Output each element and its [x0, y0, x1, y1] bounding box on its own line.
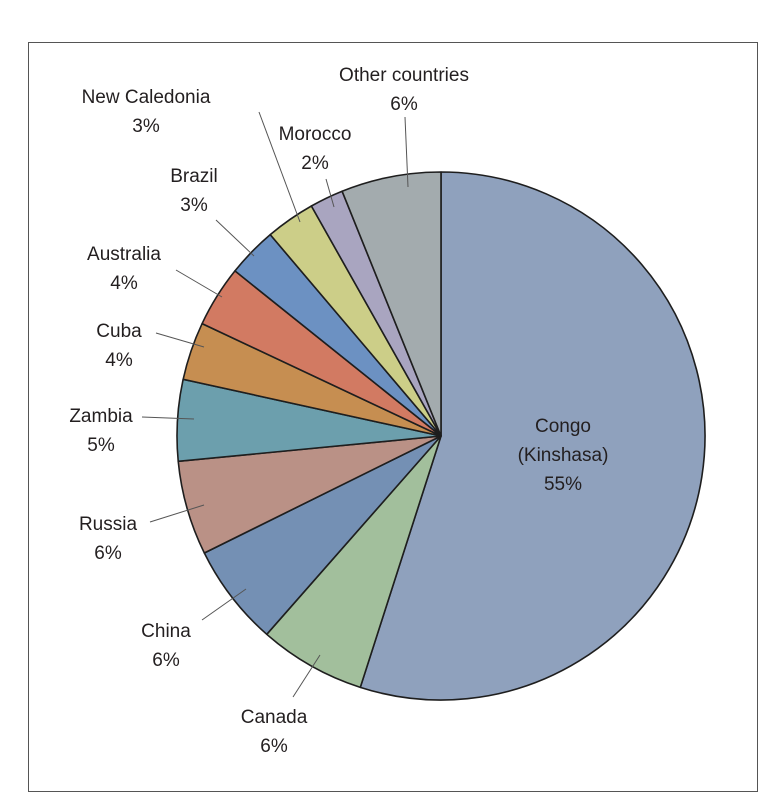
label-newcal-name: New Caledonia [82, 87, 211, 108]
label-morocco-name: Morocco [279, 124, 352, 145]
label-congo-name: Congo [535, 416, 591, 437]
label-zambia-name: Zambia [69, 406, 133, 427]
label-congo-sub: (Kinshasa) [518, 445, 609, 466]
label-china-pct: 6% [152, 650, 180, 671]
label-cuba-pct: 4% [105, 350, 133, 371]
label-newcal-pct: 3% [132, 116, 160, 137]
pie-slice-congo-kinshasa [359, 171, 706, 701]
label-brazil-pct: 3% [180, 195, 208, 216]
chart-frame [28, 42, 758, 792]
label-canada-pct: 6% [260, 736, 288, 757]
label-russia-name: Russia [79, 514, 138, 535]
label-cuba-name: Cuba [96, 321, 142, 342]
label-canada-name: Canada [241, 707, 308, 728]
label-australia-name: Australia [87, 244, 161, 265]
label-australia-pct: 4% [110, 273, 138, 294]
leader-lines [141, 111, 409, 698]
label-other-name: Other countries [339, 65, 469, 86]
pie-slice-other-countries [341, 171, 442, 437]
label-russia-pct: 6% [94, 543, 122, 564]
pie-slices [176, 171, 706, 701]
label-congo-pct: 55% [544, 474, 582, 495]
label-china-name: China [141, 621, 191, 642]
slice-labels: Congo (Kinshasa) 55% Canada 6% China 6% … [69, 65, 608, 757]
label-brazil-name: Brazil [170, 166, 218, 187]
label-morocco-pct: 2% [301, 153, 329, 174]
label-other-pct: 6% [390, 94, 418, 115]
label-zambia-pct: 5% [87, 435, 115, 456]
